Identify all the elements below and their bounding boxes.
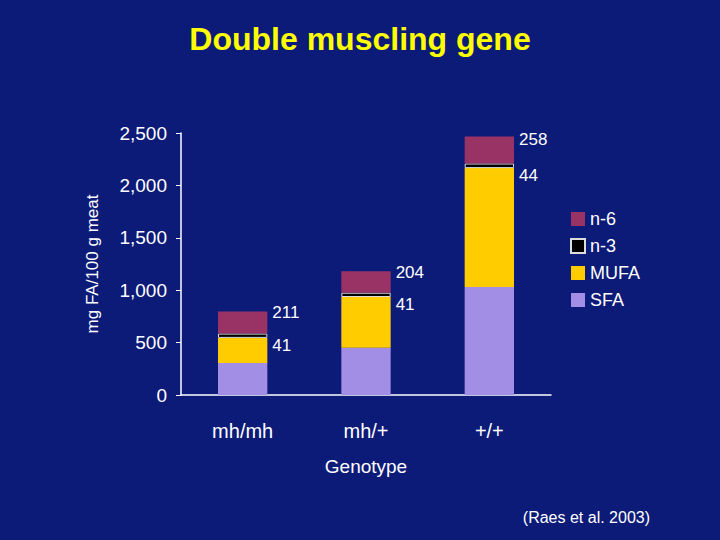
svg-text:Genotype: Genotype xyxy=(325,456,407,477)
svg-text:44: 44 xyxy=(519,166,538,185)
svg-text:204: 204 xyxy=(396,263,424,282)
svg-text:0: 0 xyxy=(156,385,167,406)
svg-text:mh/+: mh/+ xyxy=(343,420,388,442)
svg-text:mh/mh: mh/mh xyxy=(212,420,273,442)
svg-text:mg FA/100 g meat: mg FA/100 g meat xyxy=(83,194,102,333)
svg-text:2,500: 2,500 xyxy=(119,123,167,144)
svg-text:41: 41 xyxy=(272,336,291,355)
svg-text:MUFA: MUFA xyxy=(590,263,640,283)
svg-text:(Raes et al. 2003): (Raes et al. 2003) xyxy=(523,509,650,526)
svg-text:n-3: n-3 xyxy=(590,236,616,256)
svg-text:SFA: SFA xyxy=(590,290,624,310)
svg-text:Double muscling gene: Double muscling gene xyxy=(189,21,530,57)
svg-text:2,000: 2,000 xyxy=(119,175,167,196)
svg-text:n-6: n-6 xyxy=(590,209,616,229)
svg-text:258: 258 xyxy=(519,130,547,149)
svg-text:+/+: +/+ xyxy=(475,420,504,442)
svg-text:211: 211 xyxy=(272,303,299,322)
svg-text:1,500: 1,500 xyxy=(119,227,167,248)
svg-text:41: 41 xyxy=(396,295,415,314)
svg-text:1,000: 1,000 xyxy=(119,280,167,301)
svg-text:500: 500 xyxy=(135,332,167,353)
